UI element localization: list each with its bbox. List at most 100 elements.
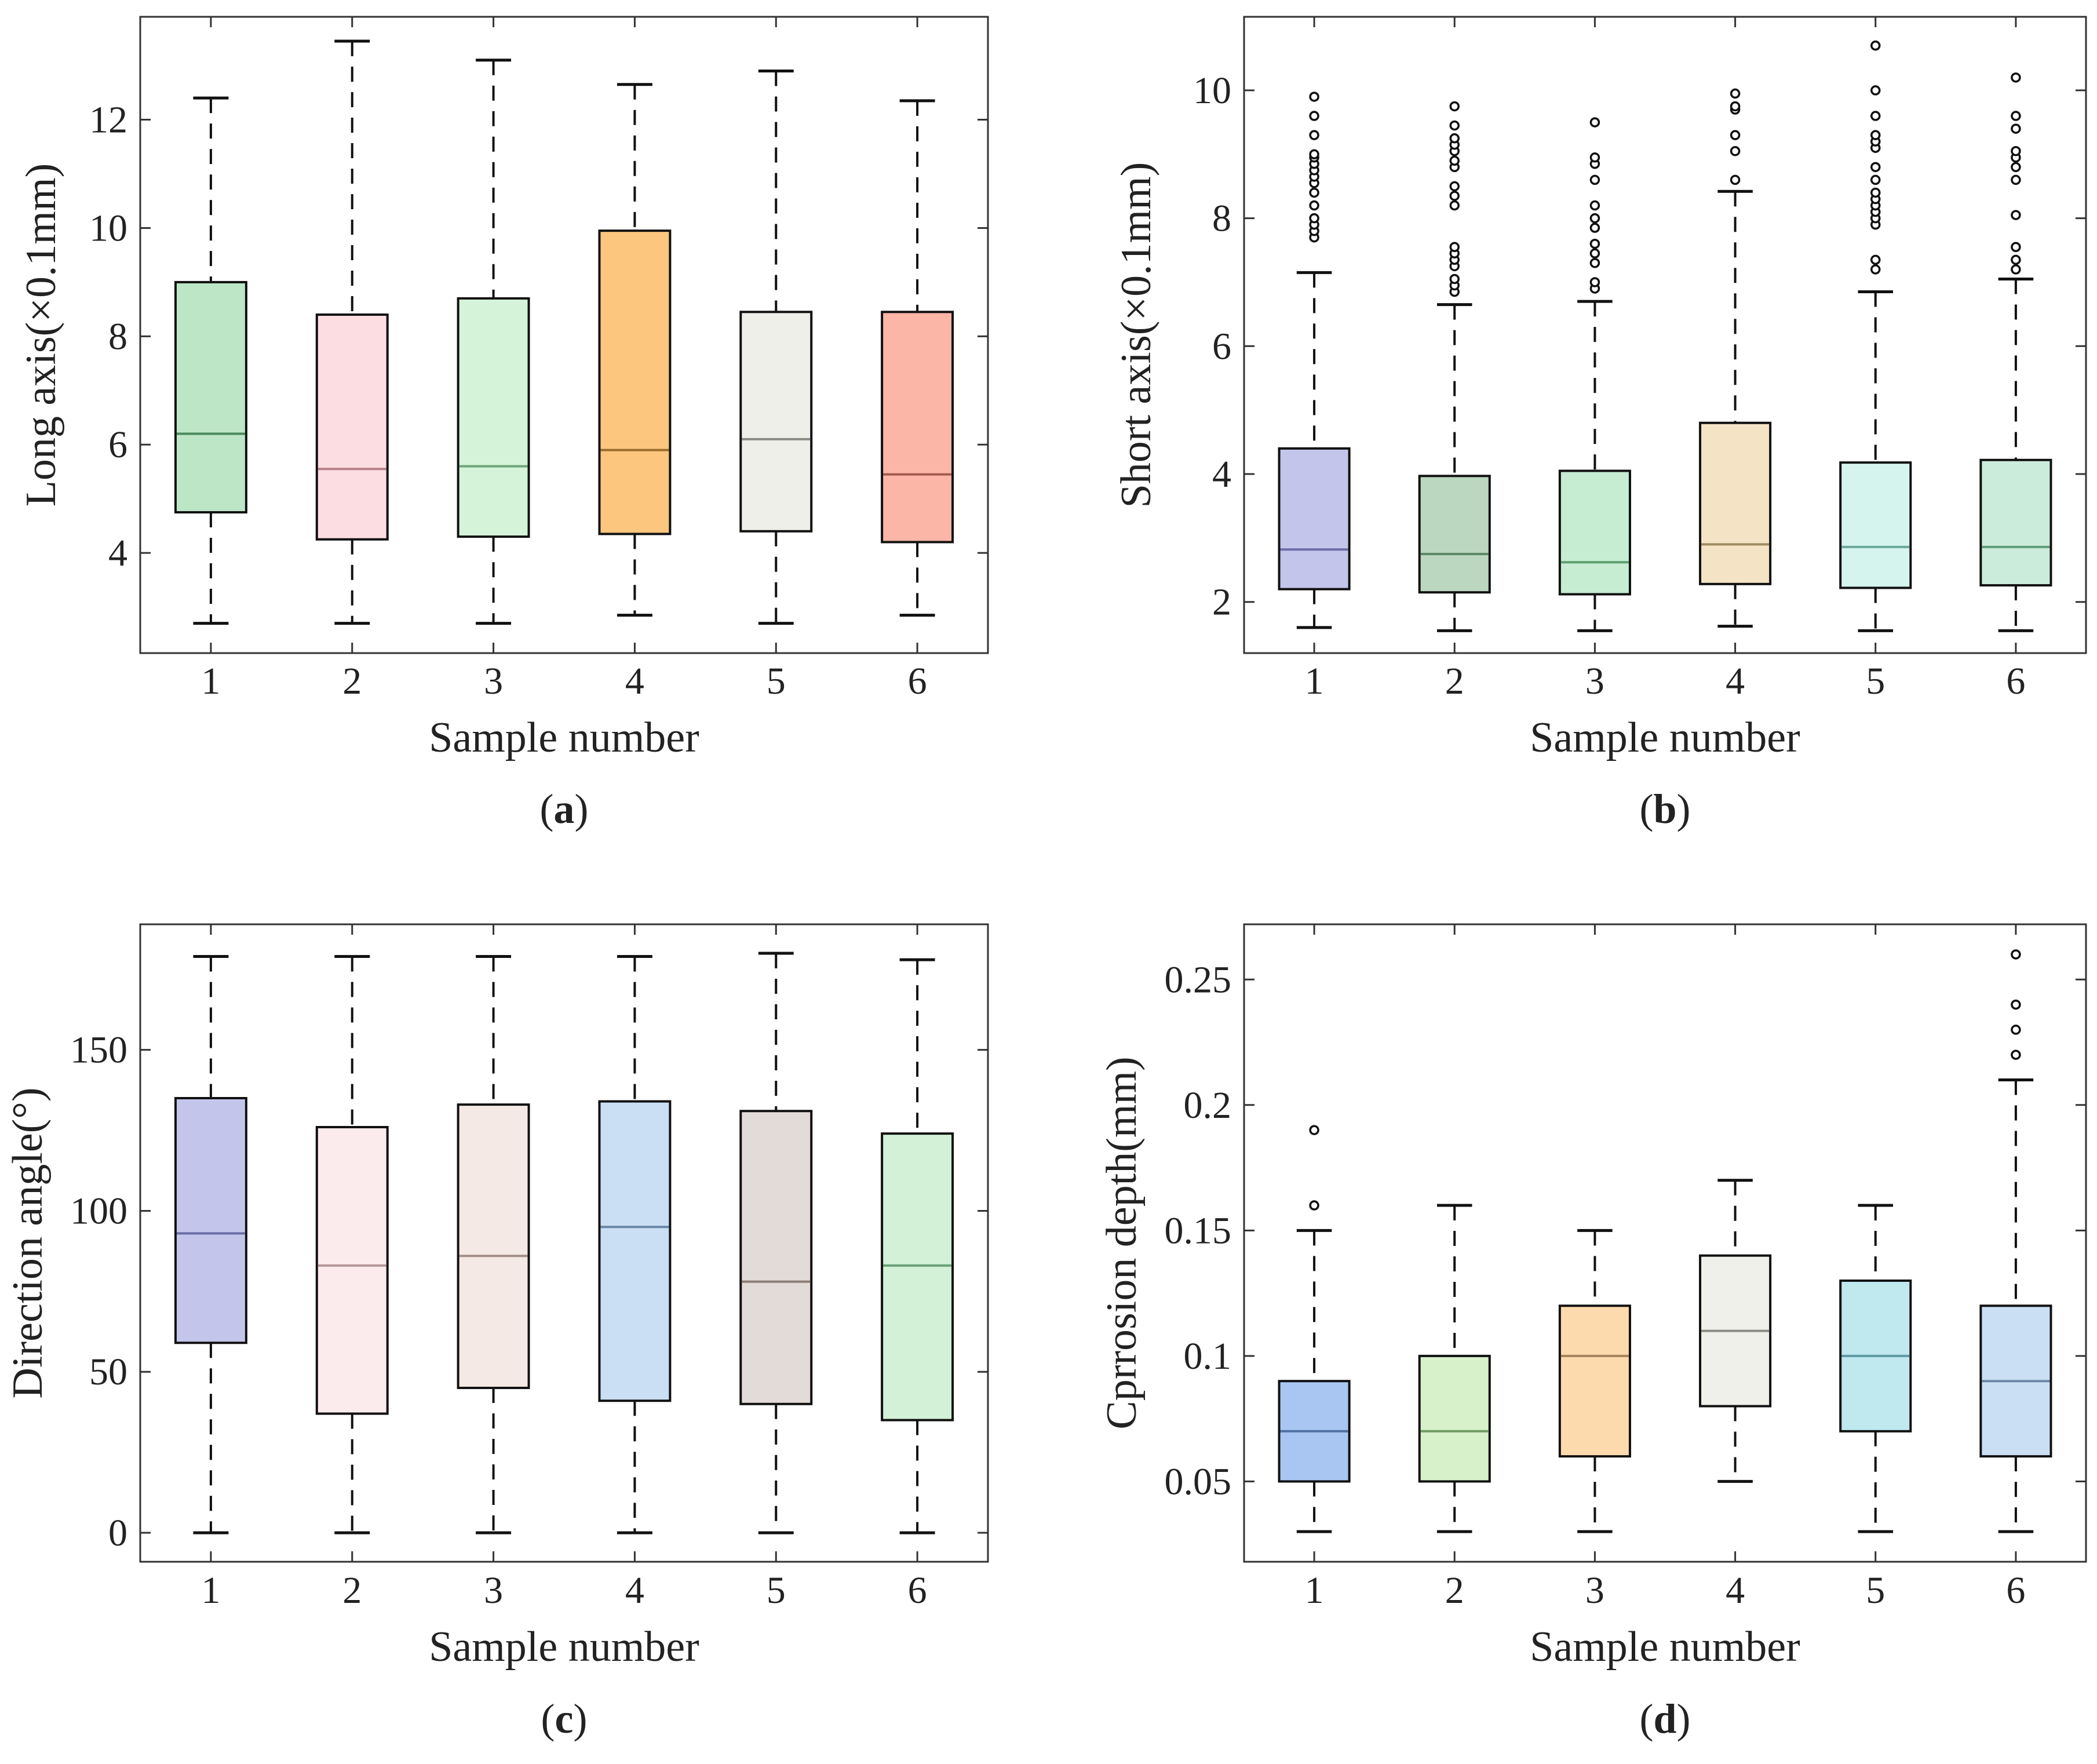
- outlier-point: [1309, 200, 1319, 211]
- box-iqr: [1278, 447, 1351, 591]
- box-6: [881, 958, 954, 1535]
- x-tick-label: 1: [1305, 660, 1324, 702]
- outlier-point: [1309, 1125, 1319, 1135]
- box-2: [1418, 1204, 1491, 1533]
- outlier-point: [1309, 149, 1319, 160]
- panel-c: 0 50 100 150 1 2 3 4 5 6 Sample number Direction an…: [4, 923, 989, 1742]
- box-3: [1558, 1229, 1631, 1533]
- box-3: [1558, 117, 1631, 632]
- outlier-point: [1309, 111, 1319, 121]
- y-tick-label: 4: [108, 532, 127, 574]
- x-tick-label: 4: [1726, 660, 1745, 702]
- box-4: [1699, 1179, 1772, 1483]
- panel-label: (c): [541, 1696, 588, 1742]
- box-iqr: [1418, 475, 1491, 594]
- y-tick-label: 0.1: [1184, 1335, 1232, 1377]
- box-3: [457, 59, 530, 625]
- box-5: [1839, 40, 1912, 632]
- outlier-point: [1309, 130, 1319, 140]
- y-tick-label: 6: [1212, 325, 1231, 367]
- outlier-point: [1589, 117, 1600, 127]
- y-tick-label: 0.2: [1184, 1084, 1232, 1127]
- outlier-point: [1870, 130, 1881, 140]
- outlier-point: [2011, 242, 2021, 253]
- outlier-point: [2011, 210, 2021, 220]
- panel-label-open: (: [1639, 786, 1653, 832]
- box-4: [598, 83, 672, 617]
- outlier-point: [1589, 248, 1600, 259]
- outlier-point: [2011, 162, 2021, 173]
- outlier-point: [2011, 174, 2021, 185]
- outlier-point: [1870, 40, 1881, 51]
- x-axis-label: Sample number: [429, 1623, 699, 1671]
- outlier-point: [1730, 101, 1741, 112]
- x-tick-label: 2: [1445, 1569, 1464, 1612]
- box-1: [174, 96, 247, 625]
- box-6: [1979, 72, 2052, 632]
- box-iqr: [598, 1100, 672, 1402]
- x-tick-label: 1: [1305, 1569, 1324, 1612]
- outlier-point: [1589, 213, 1600, 224]
- outlier-point: [1589, 174, 1600, 185]
- x-tick-label: 2: [1445, 660, 1464, 702]
- outlier-point: [1449, 155, 1460, 166]
- x-tick-label: 5: [767, 660, 786, 702]
- x-tick-label: 6: [2006, 1569, 2025, 1612]
- outlier-point: [1589, 277, 1600, 287]
- y-tick-label: 0: [108, 1512, 127, 1554]
- outlier-point: [2011, 1025, 2021, 1035]
- panel-label-close: ): [575, 786, 589, 832]
- outlier-point: [2011, 1049, 2021, 1060]
- outlier-point: [1309, 187, 1319, 198]
- x-tick-label: 1: [201, 660, 220, 702]
- panel-label-close: ): [1677, 786, 1691, 832]
- box-iqr: [598, 229, 672, 535]
- box-2: [315, 955, 389, 1535]
- panel-d: 0.05 0.1 0.15 0.2 0.25 1 2 3 4 5 6 Sample number Cpr…: [1098, 923, 2087, 1742]
- y-tick-label: 12: [89, 99, 127, 141]
- x-tick-label: 5: [1866, 1569, 1885, 1612]
- y-tick-label: 0.15: [1165, 1209, 1232, 1252]
- plot-frame: [139, 16, 989, 654]
- panel-label-close: ): [573, 1696, 587, 1742]
- outlier-point: [1730, 145, 1741, 156]
- panel-label: (a): [540, 786, 589, 832]
- outlier-point: [1449, 120, 1460, 131]
- box-5: [739, 69, 813, 625]
- outlier-point: [1449, 101, 1460, 112]
- plot-frame: [139, 923, 989, 1563]
- y-tick-label: 10: [89, 207, 127, 249]
- y-tick-label: 50: [89, 1351, 127, 1393]
- outlier-point: [1589, 200, 1600, 211]
- x-tick-label: 1: [201, 1569, 220, 1612]
- box-2: [1418, 101, 1491, 632]
- outlier-point: [1589, 258, 1600, 268]
- panel-label-close: ): [1677, 1696, 1691, 1742]
- x-tick-label: 4: [625, 1569, 644, 1612]
- box-1: [174, 955, 247, 1535]
- y-axis-label: Cprrosion depth(mm): [1098, 1056, 1146, 1429]
- outlier-point: [1449, 133, 1460, 144]
- x-tick-label: 4: [1726, 1569, 1745, 1612]
- box-iqr: [1418, 1354, 1491, 1483]
- outlier-point: [1449, 191, 1460, 201]
- outlier-point: [1870, 264, 1881, 275]
- y-axis-label: Short axis(×0.1mm): [1113, 162, 1160, 508]
- plot-frame: [1243, 923, 2087, 1563]
- y-tick-label: 0.05: [1165, 1460, 1232, 1503]
- box-2: [315, 39, 389, 625]
- box-iqr: [1979, 458, 2052, 587]
- y-axis-label: Long axis(×0.1mm): [17, 163, 65, 507]
- y-tick-label: 6: [108, 424, 127, 466]
- x-tick-label: 6: [2006, 660, 2025, 702]
- outlier-point: [1309, 92, 1319, 102]
- y-tick-label: 4: [1212, 453, 1231, 495]
- outlier-point: [1730, 88, 1741, 99]
- outlier-point: [1449, 200, 1460, 211]
- box-iqr: [315, 1126, 389, 1415]
- y-tick-label: 2: [1212, 581, 1231, 624]
